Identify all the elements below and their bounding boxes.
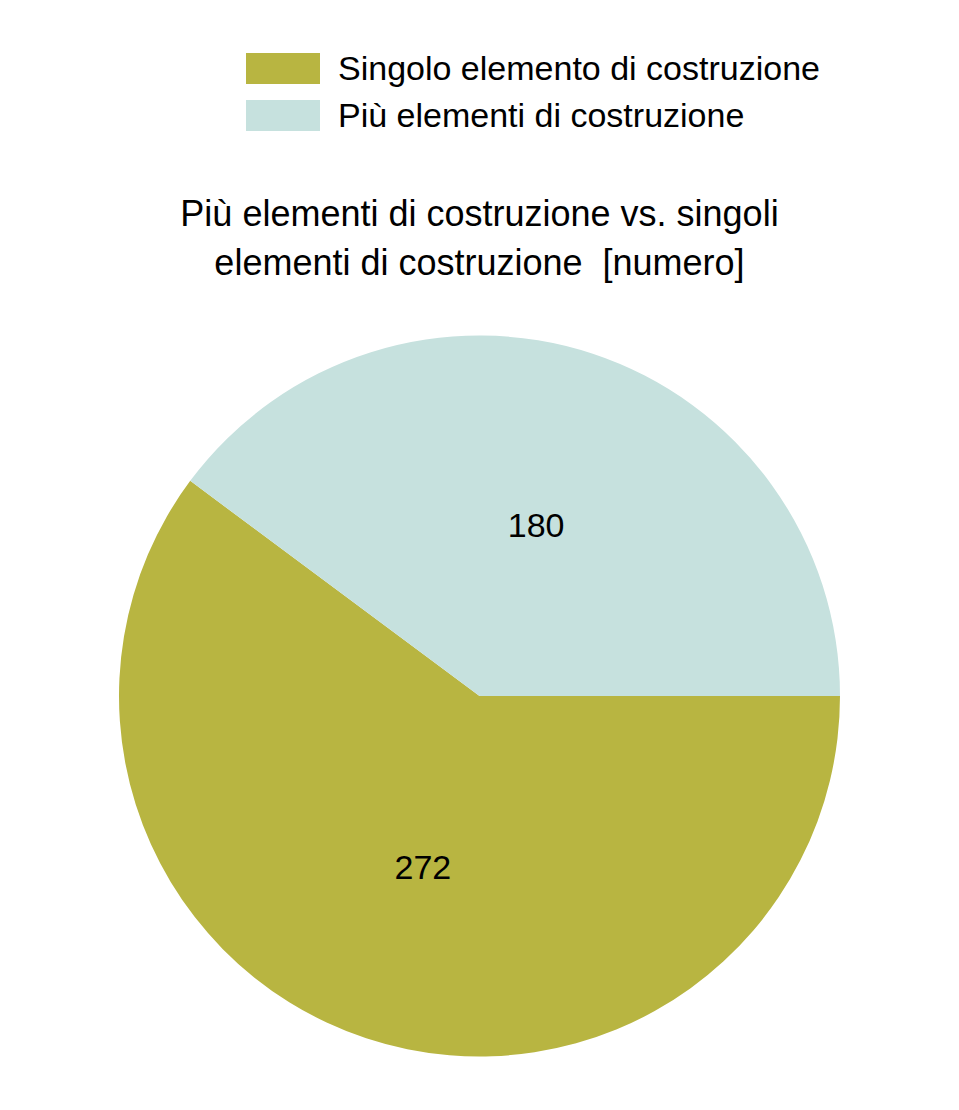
legend-swatch bbox=[246, 53, 320, 84]
data-label: 272 bbox=[394, 848, 451, 886]
data-label: 180 bbox=[508, 506, 565, 544]
legend-swatch bbox=[246, 100, 320, 131]
legend-label: Più elementi di costruzione bbox=[338, 96, 744, 134]
pie-slice bbox=[190, 335, 840, 696]
data-labels: 272 180 bbox=[394, 506, 564, 886]
chart: Singolo elemento di costruzione Più eleme… bbox=[0, 0, 959, 1110]
legend: Singolo elemento di costruzione Più eleme… bbox=[246, 49, 820, 134]
legend-label: Singolo elemento di costruzione bbox=[338, 49, 820, 87]
title: Più elementi di costruzione vs. singolie… bbox=[180, 193, 778, 283]
pie bbox=[119, 335, 840, 1056]
